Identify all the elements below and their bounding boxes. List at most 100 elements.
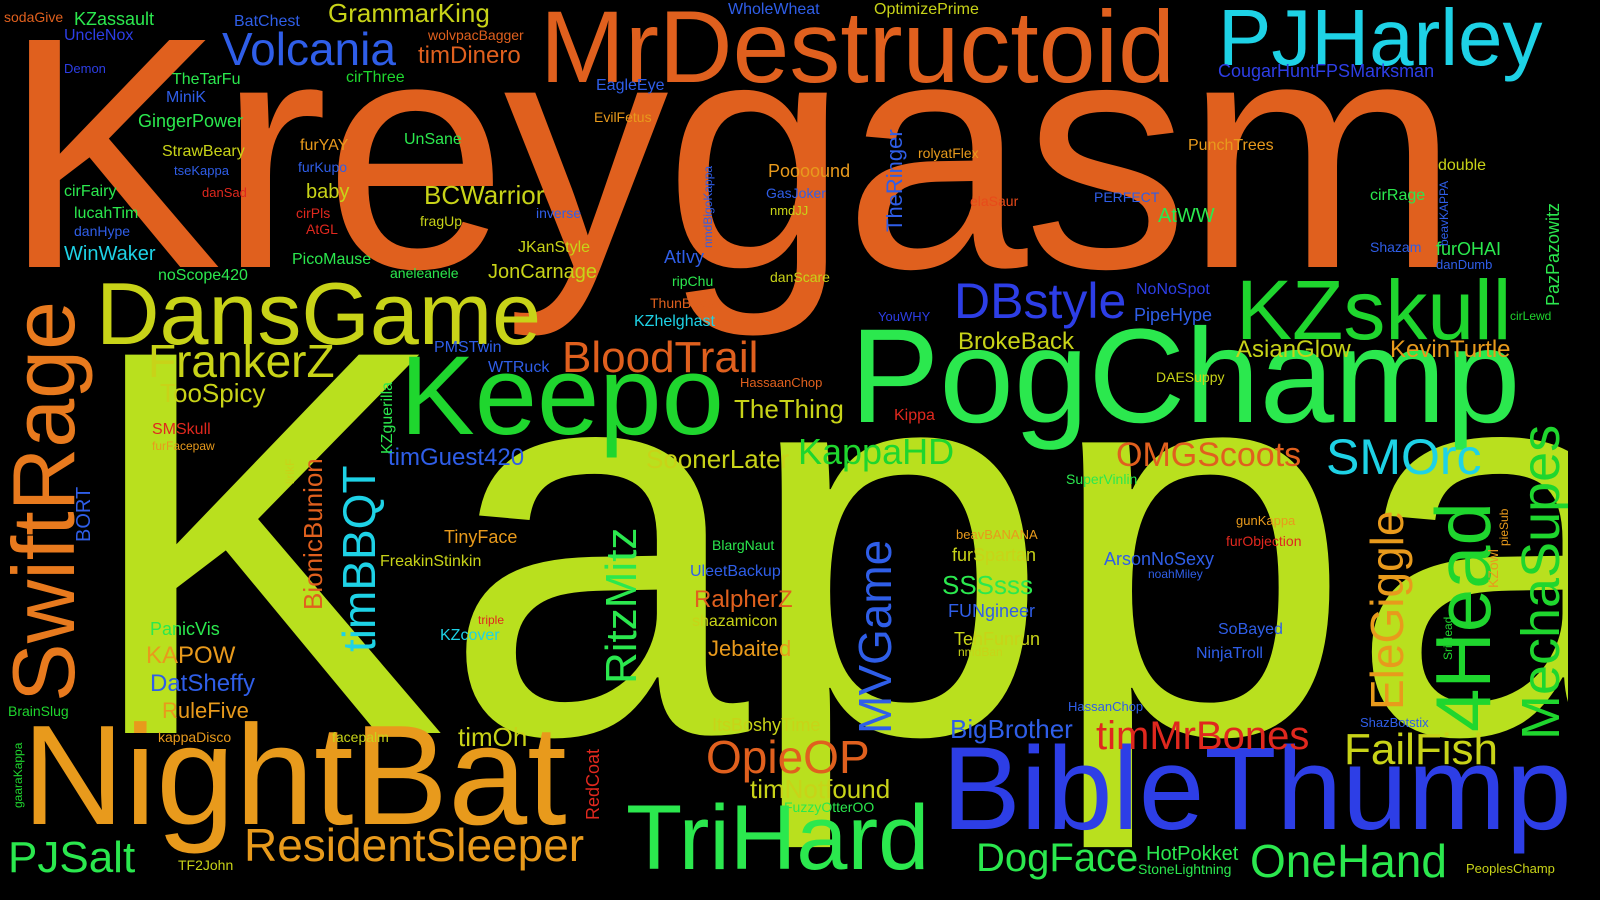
word-pmstwin: PMSTwin: [434, 339, 502, 356]
word-danhype: danHype: [74, 223, 131, 239]
word-timbbqt: timBBQT: [333, 465, 385, 652]
word-arsonnosexy: ArsonNoSexy: [1104, 549, 1215, 569]
word-shazamicon: shazamicon: [692, 613, 778, 630]
word-danscare: danScare: [770, 269, 830, 285]
word-furyay: furYAY: [300, 137, 349, 154]
word-dansgame: DansGame: [96, 264, 542, 363]
word-youwhy: YouWHY: [878, 309, 931, 324]
word-kzskull: KZskull: [1236, 263, 1512, 357]
word-theringer: TheRinger: [882, 129, 907, 232]
word-shazbotstix: ShazBotstix: [1360, 715, 1429, 730]
word-inverse: inverse: [536, 205, 582, 221]
word-cloud: Kreygasm Kappa MrDestructoid PJHarley Po…: [0, 0, 1568, 882]
word-unsane: UnSane: [404, 131, 462, 148]
word-stonelightning: StoneLightning: [1138, 861, 1232, 877]
word-nmdban: nmdBan: [958, 645, 1003, 659]
word-baby: baby: [306, 181, 350, 203]
word-brainslug: BrainSlug: [8, 703, 69, 719]
word-bloodtrail: BloodTrail: [562, 333, 759, 382]
word-joncarnage: JonCarnage: [488, 261, 597, 283]
word-supervinlin: SuperVinlin: [1066, 471, 1138, 487]
word-daesuppy: DAESuppy: [1156, 369, 1225, 385]
word-ralpherz: RalpherZ: [694, 586, 793, 613]
word-atgl: AtGL: [306, 221, 338, 237]
word-gunkappa: gunKappa: [1236, 513, 1296, 528]
word-fungineer: FUNgineer: [948, 601, 1036, 621]
word-facepalm: facepalm: [332, 729, 389, 745]
word-trihard: TriHard: [626, 787, 930, 882]
word-demon: Demon: [64, 61, 106, 76]
word-bcwarrior: BCWarrior: [424, 180, 545, 210]
word-wtruck: WTRuck: [488, 359, 550, 376]
word-itsboshytime: ItsBoshyTime: [712, 715, 821, 735]
word-furspartan: furSpartan: [952, 545, 1037, 565]
word-nonospot: NoNoSpot: [1136, 281, 1210, 298]
word-pjharley: PJHarley: [1218, 0, 1543, 82]
word-volcania: Volcania: [222, 23, 396, 75]
word-cirlewd: cirLewd: [1510, 309, 1552, 323]
word-winwaker: WinWaker: [64, 243, 156, 265]
word-eagleeye: EagleEye: [596, 77, 665, 94]
word-pogchamp: PogChamp: [850, 302, 1521, 451]
word-nmdjj: nmdJJ: [770, 203, 809, 218]
word-blargnaut: BlargNaut: [712, 537, 775, 553]
word-elegiggle: EleGiggle: [1361, 510, 1413, 710]
word-redcoat: RedCoat: [583, 748, 603, 820]
word-smorc: SMOrc: [1326, 429, 1482, 485]
word-noscope420: noScope420: [158, 267, 248, 284]
word-furohai: furOHAI: [1436, 239, 1502, 259]
word-residentsleeper: ResidentSleeper: [244, 819, 585, 871]
word-gasjoker: GasJoker: [766, 185, 826, 201]
word-grammarking: GrammarKing: [328, 0, 490, 28]
word-rolyatflex: rolyatFlex: [918, 145, 979, 161]
word-beavkappa: beavKAPPA: [1437, 180, 1451, 246]
word-fragup: fragUp: [420, 213, 463, 229]
word-timguest420: timGuest420: [388, 444, 525, 471]
word-toospicy: TooSpicy: [160, 378, 266, 408]
word-fuzzyotteroo: FuzzyOtterOO: [784, 799, 875, 815]
word-strawbeary: StrawBeary: [162, 143, 245, 160]
word-atlvy: AtIvy: [664, 247, 705, 267]
word-evilfetus: EvilFetus: [594, 109, 652, 125]
word-cougarhunt: CougarHuntFPSMarksman: [1218, 61, 1435, 81]
word-pjsalt: PJSalt: [8, 833, 136, 882]
word-pipehype: PipeHype: [1134, 305, 1213, 325]
word-kappahd: KappaHD: [798, 431, 955, 472]
word-rulefive: RuleFive: [162, 698, 249, 723]
word-keepo: Keepo: [400, 333, 724, 458]
word-wolfpacbagger: wolvpacBagger: [428, 27, 524, 43]
word-peopleschamp: PeoplesChamp: [1466, 861, 1555, 876]
word-jkanstyle: JKanStyle: [518, 239, 591, 256]
word-double: double: [1438, 157, 1487, 174]
word-asianglow: AsianGlow: [1236, 336, 1351, 363]
word-picomause: PicoMause: [292, 251, 372, 268]
word-soonerlater: SoonerLater: [646, 444, 790, 474]
word-kzowl: KZowl: [1485, 549, 1501, 588]
word-kzguerilla: KZguerilla: [379, 381, 396, 454]
word-frankerz: FrankerZ: [148, 335, 335, 387]
word-timnotfound: timNotfound: [750, 774, 891, 804]
word-atww: AtWW: [1158, 205, 1215, 227]
word-batchest: BatChest: [234, 13, 300, 30]
word-srihead: SriHead: [1441, 616, 1455, 660]
word-hassanchop: HassanChop: [1068, 699, 1144, 714]
word-fourhead: 4Head: [1419, 502, 1507, 732]
word-dansad: danSad: [202, 185, 247, 200]
word-gingerpower: GingerPower: [138, 111, 244, 131]
word-kzassault: KZassault: [74, 9, 155, 29]
word-smskull: SMSkull: [152, 421, 211, 438]
word-furobjection: furObjection: [1226, 533, 1302, 549]
word-thething: TheThing: [734, 394, 844, 424]
word-tehfunrun: TehFunrun: [954, 629, 1041, 649]
word-perfect: PERFECT: [1094, 189, 1160, 205]
word-elasaur: elaSaur: [970, 193, 1019, 209]
word-mvgame: MVGame: [849, 539, 901, 734]
word-dogface: DogFace: [976, 836, 1139, 880]
word-jebaited: Jebaited: [708, 636, 792, 661]
word-brokeback: BrokeBack: [958, 328, 1075, 355]
word-wholewheat: WholeWheat: [728, 1, 820, 18]
word-gaarakappa: gaaraKappa: [11, 742, 25, 808]
word-punchtrees: PunchTrees: [1188, 137, 1274, 154]
word-opieop: OpieOP: [706, 731, 870, 783]
word-timoh: timOh: [458, 722, 528, 752]
